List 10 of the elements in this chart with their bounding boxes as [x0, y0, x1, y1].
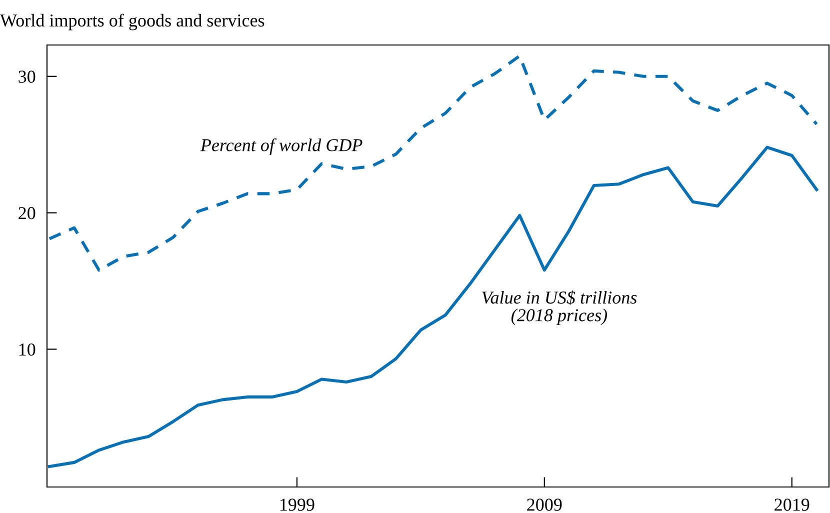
series-label: Percent of world GDP — [200, 138, 362, 155]
x-tick-label: 2009 — [527, 498, 562, 511]
chart-title: World imports of goods and services — [0, 14, 264, 30]
y-tick-label: 30 — [18, 70, 36, 83]
series-label: Value in US$ trillions (2018 prices) — [482, 290, 637, 325]
x-tick-label: 2019 — [774, 498, 810, 511]
y-tick-label: 20 — [18, 207, 36, 220]
x-tick-label: 1999 — [280, 498, 314, 511]
y-tick-label: 10 — [19, 343, 36, 356]
line-series — [48, 54, 818, 272]
